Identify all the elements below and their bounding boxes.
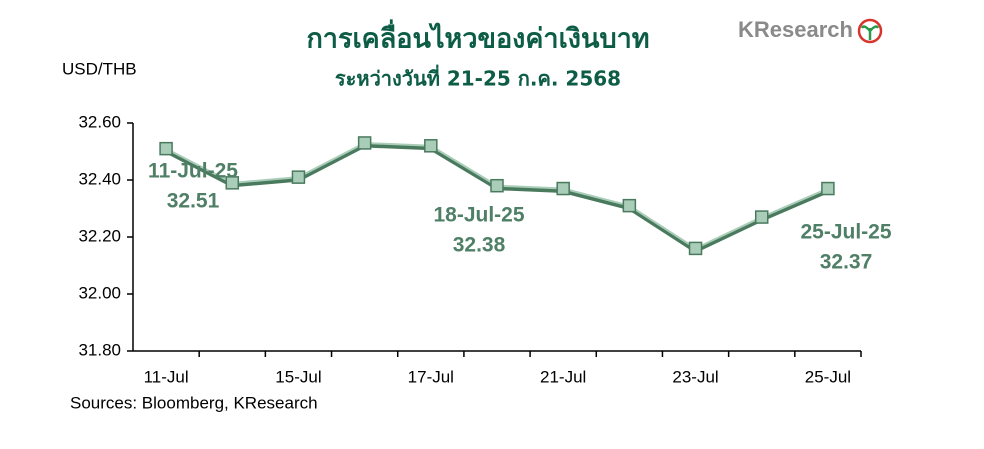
x-tick-label: 25-Jul: [805, 367, 851, 386]
y-tick-label: 32.40: [78, 169, 121, 188]
annotation-date: 11-Jul-25: [148, 160, 238, 183]
marker: [556, 181, 570, 196]
y-tick-label: 32.20: [78, 226, 121, 245]
annotation-value: 32.38: [453, 234, 506, 257]
marker: [424, 139, 438, 153]
logo-text: KResearch: [738, 17, 853, 42]
annotation-date: 25-Jul-25: [800, 221, 891, 244]
annotation-value: 32.51: [167, 190, 220, 213]
y-tick-label: 32.60: [78, 112, 121, 131]
marker: [622, 198, 637, 213]
x-tick-label: 11-Jul: [144, 367, 189, 386]
marker: [357, 136, 372, 150]
source: Sources: Bloomberg, KResearch: [70, 393, 318, 412]
marker: [159, 141, 173, 156]
logo: KResearch: [738, 17, 883, 44]
chart-subtitle: ระหว่างวันที่ 21-25 ก.ค. 2568: [335, 64, 621, 91]
annotation-date: 18-Jul-25: [433, 204, 524, 227]
x-tick-label: 21-Jul: [540, 367, 586, 386]
x-tick-label: 17-Jul: [408, 367, 454, 386]
logo-leaf: [860, 25, 880, 40]
marker: [291, 170, 306, 184]
marker: [225, 176, 240, 190]
x-tick-label: 23-Jul: [672, 367, 718, 386]
y-tick-label: 32.00: [78, 283, 121, 302]
marker: [490, 178, 504, 193]
marker: [821, 181, 835, 196]
annotation-value: 32.37: [820, 251, 873, 274]
y-axis-label: USD/THB: [62, 59, 137, 78]
x-tick-label: 15-Jul: [275, 367, 321, 386]
y-tick-label: 31.80: [78, 340, 121, 359]
marker: [688, 241, 703, 256]
chart-title: การเคลื่อนไหวของค่าเงินบาท: [306, 19, 649, 55]
marker: [754, 210, 769, 224]
logo-icon: [857, 18, 883, 44]
